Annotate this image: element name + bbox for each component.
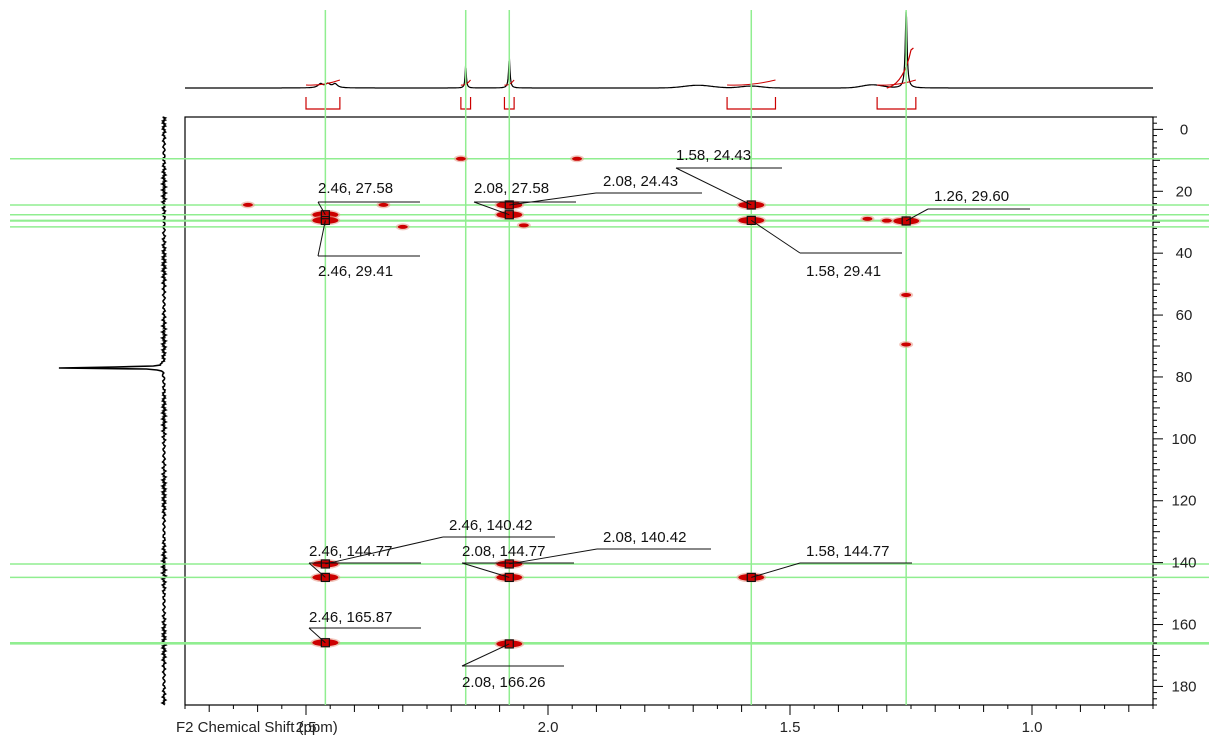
y-tick-label: 180 bbox=[1171, 678, 1196, 695]
peak-label: 2.46, 29.41 bbox=[318, 263, 393, 280]
contour-peak bbox=[496, 640, 523, 648]
peak-marker bbox=[504, 572, 514, 583]
peak-label: 2.46, 140.42 bbox=[449, 517, 532, 534]
proton-trace bbox=[185, 11, 1153, 89]
peak-labels: 2.46, 27.58 2.46, 29.41 2.08, 27.58 2.08, 2… bbox=[308, 147, 1030, 691]
peak-label: 1.58, 144.77 bbox=[806, 543, 889, 560]
peak-marker bbox=[746, 572, 756, 583]
peak-label: 1.58, 24.43 bbox=[676, 147, 751, 164]
integral-curve-main bbox=[886, 47, 914, 89]
peak-marker bbox=[504, 639, 514, 649]
peak-marker bbox=[746, 200, 756, 210]
leader-connector bbox=[461, 562, 510, 578]
x-axis-ticks: 2.5 2.0 1.5 1.0 bbox=[184, 705, 1154, 736]
contour-minor bbox=[455, 156, 466, 161]
integral-brackets bbox=[305, 47, 917, 110]
peak-label: 2.46, 144.77 bbox=[309, 543, 392, 560]
y-axis-ticks: 0 20 40 60 80 100 120 140 160 180 bbox=[1153, 116, 1197, 706]
y-tick-label: 0 bbox=[1180, 121, 1188, 138]
peak-label: 1.58, 29.41 bbox=[806, 263, 881, 280]
leader-connector bbox=[317, 220, 326, 257]
y-tick-label: 120 bbox=[1171, 493, 1196, 510]
peak-marker bbox=[320, 215, 330, 225]
peak-marker bbox=[504, 200, 514, 210]
peak-label: 2.08, 144.77 bbox=[462, 543, 545, 560]
guide-lines bbox=[10, 10, 1209, 705]
contour-minor bbox=[397, 224, 408, 229]
leader-connector bbox=[461, 643, 510, 667]
leader-connector bbox=[308, 627, 326, 644]
y-tick-label: 40 bbox=[1176, 245, 1193, 262]
x-tick-label: 2.5 bbox=[296, 719, 317, 736]
y-tick-label: 80 bbox=[1176, 369, 1193, 386]
y-tick-label: 100 bbox=[1171, 431, 1196, 448]
integral-bracket bbox=[305, 97, 341, 110]
peak-marker bbox=[320, 559, 330, 569]
leader-connector bbox=[509, 192, 597, 206]
peak-marker bbox=[320, 572, 330, 583]
contour-minor bbox=[242, 202, 253, 207]
peak-label: 2.46, 27.58 bbox=[318, 180, 393, 197]
leader-connector bbox=[473, 201, 510, 216]
peak-marker bbox=[746, 215, 756, 225]
contour-minor bbox=[572, 156, 583, 161]
integral-bracket bbox=[876, 97, 917, 110]
contour-minor bbox=[901, 342, 912, 347]
peak-marker bbox=[504, 210, 514, 220]
y-tick-label: 20 bbox=[1176, 183, 1193, 200]
y-tick-label: 60 bbox=[1176, 307, 1193, 324]
leader-connector bbox=[905, 208, 929, 222]
x-tick-label: 1.0 bbox=[1022, 719, 1043, 736]
contour-peak bbox=[496, 211, 523, 219]
leader-connector bbox=[509, 548, 598, 565]
leader-connector bbox=[675, 167, 752, 206]
leader-connector bbox=[751, 562, 801, 578]
proton-spectrum bbox=[185, 11, 1153, 110]
leader-connector bbox=[308, 562, 326, 578]
leader-connector bbox=[751, 219, 801, 254]
peak-label: 2.08, 140.42 bbox=[603, 529, 686, 546]
peak-label: 2.08, 24.43 bbox=[603, 173, 678, 190]
peak-marker bbox=[320, 638, 330, 648]
integral-curve bbox=[305, 79, 341, 86]
peak-marker bbox=[320, 210, 330, 220]
contour-minor bbox=[862, 216, 873, 221]
peak-label: 2.46, 165.87 bbox=[309, 609, 392, 626]
contour-minor bbox=[378, 202, 389, 207]
contour-peaks bbox=[240, 155, 922, 649]
contour-minor bbox=[881, 218, 892, 223]
peak-label: 2.08, 27.58 bbox=[474, 180, 549, 197]
peak-label: 1.26, 29.60 bbox=[934, 188, 1009, 205]
y-tick-label: 140 bbox=[1171, 555, 1196, 572]
contour-minor bbox=[518, 223, 529, 228]
integral-curve bbox=[877, 79, 916, 86]
leader-connector bbox=[325, 536, 444, 565]
x-tick-label: 2.0 bbox=[538, 719, 559, 736]
x-tick-label: 1.5 bbox=[780, 719, 801, 736]
y-tick-label: 160 bbox=[1171, 617, 1196, 634]
peak-label: 2.08, 166.26 bbox=[462, 674, 545, 691]
contour-minor bbox=[901, 292, 912, 297]
peak-marker bbox=[504, 559, 514, 569]
peak-marker bbox=[901, 216, 911, 226]
leader-connector bbox=[317, 201, 326, 215]
x-axis-title: F2 Chemical Shift (ppm) bbox=[176, 719, 338, 736]
